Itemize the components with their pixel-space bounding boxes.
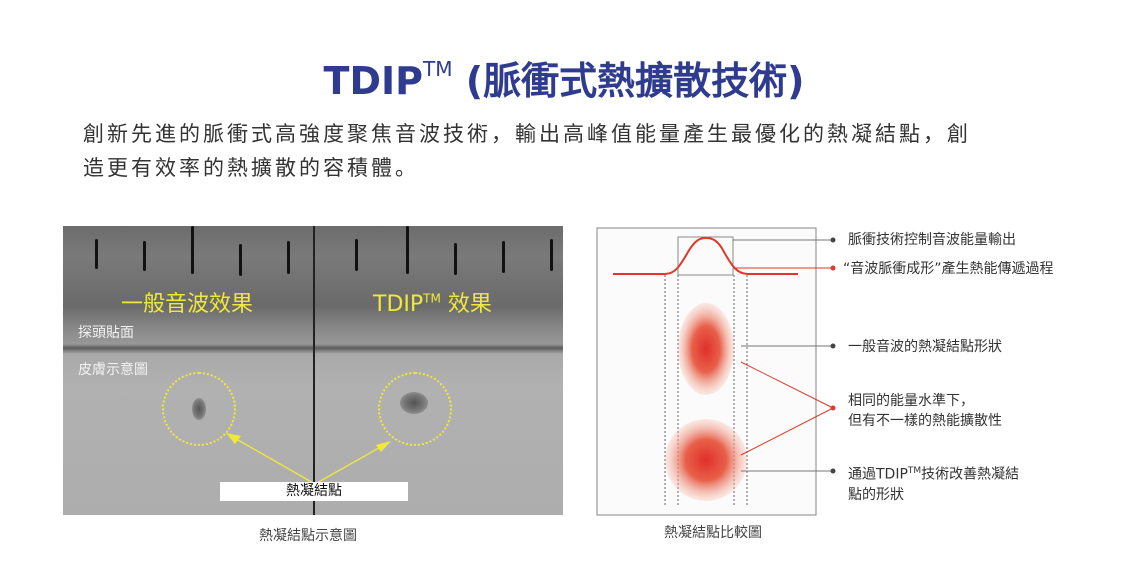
comparison-divider	[313, 226, 315, 515]
leader-line	[740, 361, 834, 409]
ruler-tick	[355, 239, 358, 271]
pulse-box	[677, 236, 734, 276]
label-text: 通過TDIP	[848, 466, 908, 483]
label-tdip-shape: 通過TDIPTM技術改善熱凝結 點的形狀	[848, 461, 1019, 505]
tdip-effect-title: TDIPTM 效果	[373, 286, 492, 318]
intro-line-1: 創新先進的脈衝式高強度聚焦音波技術，輸出高峰值能量產生最優化的熱凝結點，創	[83, 122, 971, 146]
normal-spot-ring	[162, 372, 236, 446]
bullet-dot	[830, 237, 836, 243]
arrow-line-left	[230, 435, 316, 485]
bullet-dot	[830, 468, 836, 474]
arrow-line-right	[314, 443, 387, 485]
ruler-tick	[550, 239, 553, 271]
label-pulse-control: 脈衝技術控制音波能量輸出	[848, 232, 1016, 248]
thermal-spot-photo: 一般音波效果 TDIPTM 效果 探頭貼面 皮膚示意圖 熱凝結點	[63, 226, 563, 515]
label-pulse-shaping: “音波脈衝成形”產生熱能傳遞過程	[843, 261, 1054, 277]
pointer-arrows	[226, 433, 391, 485]
page-title: TDIPTM (脈衝式熱擴散技術)	[0, 50, 1128, 105]
label-same-energy: 相同的能量水準下， 但有不一樣的熱能擴散性	[848, 391, 1002, 431]
diagram-caption: 熱凝結點比較圖	[664, 525, 762, 541]
bullet-dot	[830, 405, 836, 411]
label-line: 點的形狀	[848, 486, 904, 503]
ruler-tick	[287, 241, 290, 274]
ruler-tick	[406, 226, 409, 274]
intro-line-2: 造更有效率的熱擴散的容積體。	[83, 156, 419, 180]
title-rest: (脈衝式熱擴散技術)	[452, 59, 805, 103]
trademark-sup: TM	[423, 291, 441, 306]
label-normal-shape: 一般音波的熱凝結點形狀	[848, 339, 1002, 355]
normal-thermal-ellipse	[678, 303, 734, 395]
ruler-tick	[95, 239, 98, 269]
skin-label: 皮膚示意圖	[78, 362, 148, 378]
tdip-text: TDIP	[373, 292, 424, 317]
label-line: 但有不一樣的熱能擴散性	[848, 413, 1002, 429]
ruler-tick	[143, 241, 146, 271]
trademark-sup: TM	[423, 57, 453, 81]
normal-effect-title: 一般音波效果	[121, 292, 254, 317]
label-line: 通過TDIPTM技術改善熱凝結	[848, 461, 1019, 485]
arrow-head-left	[226, 433, 241, 444]
bullet-dot	[830, 265, 836, 271]
effect-text: 效果	[440, 292, 492, 317]
photo-caption: 熱凝結點示意圖	[259, 528, 357, 544]
label-line: 相同的能量水準下，	[848, 393, 974, 409]
ruler-tick	[502, 241, 505, 273]
ruler-tick	[239, 244, 242, 276]
label-text: 技術改善熱凝結	[921, 466, 1020, 483]
arrow-head-right	[376, 441, 391, 452]
bullet-dot	[830, 343, 836, 349]
thermal-spot-label: 熱凝結點	[220, 482, 408, 501]
ruler-tick	[191, 226, 194, 274]
probe-label: 探頭貼面	[78, 325, 134, 341]
pulse-curve	[613, 236, 798, 275]
ruler-tick	[454, 243, 457, 275]
leader-line	[740, 407, 834, 456]
trademark-sup: TM	[907, 466, 922, 476]
tdip-thermal-circle	[665, 419, 747, 501]
tdip-spot-ring	[378, 372, 452, 446]
title-main: TDIP	[323, 59, 423, 103]
